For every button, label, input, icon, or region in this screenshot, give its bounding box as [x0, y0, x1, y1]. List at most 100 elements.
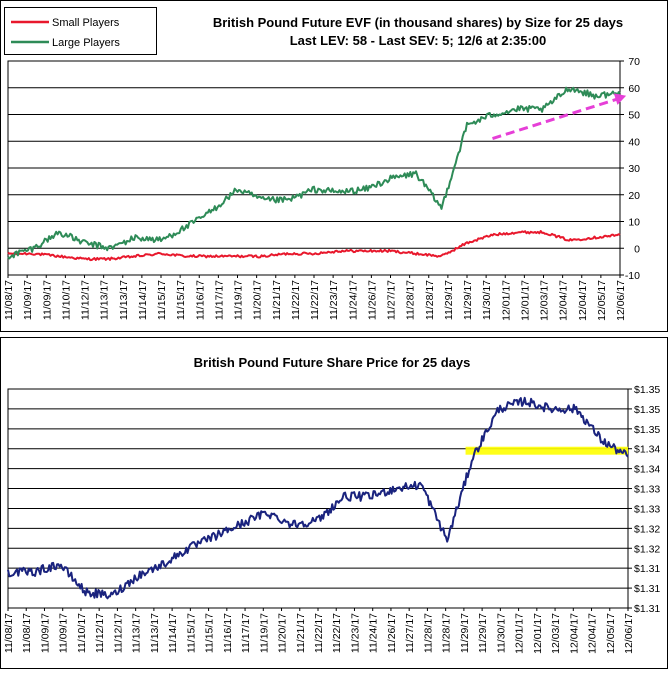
price-y-tick-label: $1.31	[634, 603, 660, 615]
evf-trend-arrow-line	[492, 97, 619, 141]
price-y-tick-label: $1.32	[634, 543, 660, 555]
price-x-tick-label: 11/08/17	[3, 613, 15, 653]
price-x-tick-label: 11/22/17	[313, 613, 325, 653]
top-chart-title: British Pound Future EVF (in thousand sh…	[213, 15, 623, 30]
evf-series-small-players	[7, 230, 621, 262]
evf-x-tick-label: 11/27/17	[386, 280, 398, 320]
price-x-tick-label: 11/28/17	[441, 613, 453, 653]
price-series-price	[7, 396, 629, 600]
evf-y-tick-label: 70	[628, 56, 640, 68]
price-x-tick-label: 11/24/17	[368, 613, 380, 653]
evf-y-tick-label: 10	[628, 217, 640, 229]
price-x-tick-label: 11/16/17	[222, 613, 234, 653]
evf-x-tick-label: 11/21/17	[271, 280, 283, 320]
price-x-tick-label: 11/23/17	[349, 613, 361, 653]
evf-x-tick-label: 11/20/17	[252, 280, 264, 320]
price-x-tick-label: 11/26/17	[386, 613, 398, 653]
legend-label-small-players: Small Players	[52, 17, 120, 29]
price-chart: $1.31 $1.31 $1.31 $1.32 $1.32 $1.33 $1.33 $1.34…	[3, 384, 660, 654]
price-y-tick-label: $1.33	[634, 503, 660, 515]
legend-box	[4, 7, 157, 55]
evf-y-tick-label: 50	[628, 110, 640, 122]
price-y-tick-label: $1.32	[634, 523, 660, 535]
price-x-tick-label: 12/04/17	[568, 613, 580, 654]
price-x-tick-label: 11/17/17	[240, 613, 252, 653]
evf-y-tick-label: 0	[634, 243, 640, 255]
evf-x-tick-label: 11/22/17	[309, 280, 321, 320]
evf-x-tick-label: 11/15/17	[156, 280, 168, 320]
price-y-tick-label: $1.35	[634, 424, 660, 436]
evf-chart: -10 0 10 20 30 40 50 60 70 11/08/17 11/09/17 11/09/…	[3, 56, 640, 321]
evf-x-tick-label: 12/01/17	[500, 280, 512, 321]
price-x-tick-label: 11/13/17	[149, 613, 161, 653]
evf-x-tick-label: 11/14/17	[137, 280, 149, 320]
evf-x-tick-label: 12/03/17	[539, 280, 551, 321]
evf-x-tick-label: 11/29/17	[443, 280, 455, 320]
price-x-tick-label: 11/19/17	[258, 613, 270, 653]
evf-x-tick-label: 11/23/17	[328, 280, 340, 320]
price-x-tick-label: 11/29/17	[459, 613, 471, 653]
evf-trend-arrow-head	[613, 93, 627, 105]
price-x-tick-label: 11/27/17	[404, 613, 416, 653]
evf-series-large-players	[7, 86, 621, 260]
price-y-tick-label: $1.33	[634, 484, 660, 496]
bottom-chart-title: British Pound Future Share Price for 25 …	[194, 355, 471, 370]
evf-x-tick-label: 11/12/17	[80, 280, 92, 320]
evf-x-tick-label: 11/24/17	[347, 280, 359, 320]
price-y-tick-label: $1.31	[634, 563, 660, 575]
price-x-tick-label: 12/05/17	[605, 613, 617, 654]
price-y-tick-label: $1.35	[634, 384, 660, 396]
evf-y-tick-label: 40	[628, 136, 640, 148]
evf-x-tick-label: 11/22/17	[290, 280, 302, 320]
evf-x-tick-label: 11/26/17	[366, 280, 378, 320]
price-x-tick-label: 11/09/17	[58, 613, 70, 653]
evf-x-tick-label: 12/04/17	[577, 280, 589, 321]
price-x-tick-label: 11/13/17	[131, 613, 143, 653]
price-highlight-band	[465, 446, 628, 455]
price-x-tick-label: 11/15/17	[204, 613, 216, 653]
evf-x-tick-label: 11/16/17	[194, 280, 206, 320]
evf-x-tick-label: 11/09/17	[22, 280, 34, 320]
evf-x-tick-label: 11/13/17	[99, 280, 111, 320]
evf-x-tick-label: 11/13/17	[118, 280, 130, 320]
price-x-tick-label: 11/12/17	[112, 613, 124, 653]
price-y-tick-label: $1.35	[634, 404, 660, 416]
evf-x-tick-label: 11/29/17	[462, 280, 474, 320]
price-x-tick-label: 11/28/17	[422, 613, 434, 653]
evf-x-tick-label: 12/06/17	[615, 280, 627, 321]
evf-y-tick-label: 20	[628, 190, 640, 202]
price-x-tick-label: 12/04/17	[587, 613, 599, 654]
price-plot-area	[7, 388, 629, 609]
top-chart-subtitle: Last LEV: 58 - Last SEV: 5; 12/6 at 2:35…	[290, 33, 547, 48]
legend-label-large-players: Large Players	[52, 37, 120, 49]
evf-y-tick-label: 60	[628, 83, 640, 95]
evf-x-tick-label: 11/08/17	[3, 280, 15, 320]
price-x-tick-label: 12/01/17	[514, 613, 526, 654]
evf-y-tick-label: 30	[628, 163, 640, 175]
evf-x-tick-label: 11/28/17	[424, 280, 436, 320]
price-x-tick-label: 11/29/17	[477, 613, 489, 653]
evf-x-tick-label: 11/30/17	[481, 280, 493, 320]
price-x-tick-label: 12/06/17	[623, 613, 635, 654]
price-y-tick-label: $1.34	[634, 444, 660, 456]
price-x-tick-label: 11/08/17	[21, 613, 33, 653]
top-chart-legend: Small Players Large Players	[4, 7, 157, 55]
evf-x-tick-label: 12/04/17	[558, 280, 570, 321]
evf-x-tick-label: 11/10/17	[60, 280, 72, 320]
evf-x-tick-label: 12/01/17	[519, 280, 531, 321]
chart-plots: -10 0 10 20 30 40 50 60 70 11/08/17 11/09/17 11/09/…	[3, 56, 660, 654]
price-x-tick-label: 11/12/17	[94, 613, 106, 653]
price-x-tick-label: 11/09/17	[39, 613, 51, 653]
price-y-tick-label: $1.34	[634, 464, 660, 476]
evf-x-tick-label: 11/19/17	[233, 280, 245, 320]
evf-x-tick-label: 12/05/17	[596, 280, 608, 321]
evf-x-tick-label: 11/15/17	[175, 280, 187, 320]
evf-x-tick-label: 11/17/17	[213, 280, 225, 320]
price-x-tick-label: 12/03/17	[550, 613, 562, 654]
price-x-tick-label: 11/22/17	[331, 613, 343, 653]
evf-y-tick-label: -10	[625, 270, 640, 282]
price-x-tick-label: 11/10/17	[76, 613, 88, 653]
price-x-tick-label: 11/14/17	[167, 613, 179, 653]
